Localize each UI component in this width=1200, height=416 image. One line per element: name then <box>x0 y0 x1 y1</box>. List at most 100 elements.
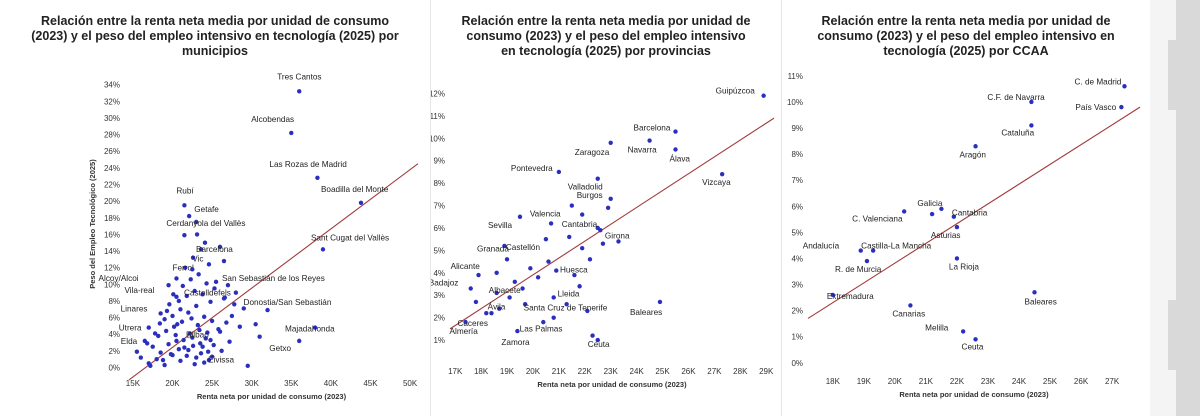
chart-panel-provincias: Relación entre la renta neta media por u… <box>431 0 781 416</box>
y-tick-label: 3% <box>433 291 445 300</box>
y-tick-label: 11% <box>788 72 803 81</box>
data-point <box>179 319 185 324</box>
panel-divider <box>430 0 431 416</box>
data-point <box>197 327 202 333</box>
point-label: Zamora <box>501 338 530 347</box>
data-point <box>157 321 163 326</box>
y-tick-label: 9% <box>791 124 803 133</box>
data-point <box>489 310 494 316</box>
data-point <box>232 302 237 307</box>
data-point <box>973 144 978 149</box>
data-point <box>194 303 199 309</box>
y-tick-label: 8% <box>791 150 803 159</box>
data-point <box>551 295 556 300</box>
x-tick-label: 24K <box>630 367 645 376</box>
data-point <box>148 363 153 369</box>
data-point <box>864 258 870 264</box>
data-point <box>213 279 219 285</box>
data-point <box>182 233 187 238</box>
data-point <box>673 129 678 134</box>
trend-line <box>449 117 775 330</box>
y-tick-label: 24% <box>104 164 120 173</box>
data-point <box>608 196 613 202</box>
data-point <box>194 355 199 360</box>
data-point <box>198 247 204 252</box>
x-axis-title: Renta neta por unidad de consumo (2023) <box>197 392 347 401</box>
x-tick-label: 23K <box>981 377 996 386</box>
y-tick-label: 6% <box>791 202 803 211</box>
data-point <box>178 358 183 364</box>
chart-title: Relación entre la renta neta media por u… <box>461 14 751 58</box>
y-tick-label: 1% <box>433 336 445 345</box>
point-label: Bilbao <box>186 331 209 340</box>
data-point <box>194 219 199 225</box>
data-point <box>225 282 231 288</box>
point-label: Cantabria <box>562 220 598 229</box>
y-tick-label: 5% <box>791 228 803 237</box>
point-label: Getxo <box>269 344 291 353</box>
point-label: San Sebastián de los Reyes <box>222 274 325 283</box>
point-label: Vila-real <box>124 286 154 295</box>
x-tick-label: 27K <box>1105 377 1120 386</box>
data-point <box>870 248 876 253</box>
data-point <box>163 328 169 334</box>
data-point <box>237 324 243 329</box>
data-point <box>494 290 499 296</box>
y-tick-label: 11% <box>431 112 445 121</box>
x-tick-label: 26K <box>1074 377 1089 386</box>
point-label: Alcoy/Alcoi <box>99 274 139 283</box>
point-label: Las Palmas <box>520 325 563 334</box>
data-point <box>315 175 320 181</box>
data-point <box>468 286 473 291</box>
x-tick-label: 25K <box>205 379 220 388</box>
point-label: Girona <box>605 232 630 241</box>
data-point <box>200 344 205 349</box>
data-point <box>173 332 178 338</box>
x-tick-label: 25K <box>1043 377 1058 386</box>
data-point <box>590 333 595 338</box>
trend-line <box>128 163 419 381</box>
data-point <box>520 286 525 291</box>
data-point <box>567 234 572 240</box>
data-point <box>203 336 208 341</box>
data-point <box>164 308 170 314</box>
point-label: Donostia/San Sebastián <box>244 298 332 307</box>
y-tick-label: 5% <box>433 246 445 255</box>
point-label: Burgos <box>577 191 603 200</box>
x-tick-label: 20K <box>526 367 541 376</box>
y-tick-label: 8% <box>108 297 120 306</box>
point-label: Galicia <box>917 199 942 208</box>
data-point <box>954 224 960 230</box>
data-point <box>195 322 201 328</box>
x-tick-label: 22K <box>950 377 965 386</box>
scatter-chart-ccaa: 0% 1% 2% 3% 4% 5% 6% 7% 8% 9% 10% 11% 18K 19K 20K 21K 22… <box>787 72 1141 399</box>
data-point <box>522 301 528 307</box>
point-label: Alcobendas <box>251 115 294 124</box>
x-tick-label: 40K <box>324 379 339 388</box>
data-point <box>184 293 189 299</box>
point-label: Extremadura <box>827 292 874 301</box>
point-label: Castelldefels <box>184 288 231 297</box>
panel-divider <box>781 0 782 416</box>
data-point <box>176 347 182 352</box>
data-point <box>201 314 207 319</box>
x-tick-label: 17K <box>448 367 463 376</box>
data-point <box>577 284 582 289</box>
point-label: Castilla-La Mancha <box>861 242 932 251</box>
y-tick-label: 9% <box>433 157 445 166</box>
y-tick-label: 6% <box>433 224 445 233</box>
data-point <box>320 247 326 252</box>
x-tick-label: 26K <box>681 367 696 376</box>
point-label: Huesca <box>560 265 588 274</box>
y-tick-label: 26% <box>104 147 120 156</box>
point-label: Lleida <box>558 289 580 298</box>
data-point <box>167 302 172 307</box>
data-point <box>186 310 191 315</box>
data-point <box>134 349 140 354</box>
data-point <box>198 351 204 356</box>
data-point <box>512 279 517 284</box>
scatter-chart-municipios: 0% 2% 4% 6% 8% 10% 12% 14% 16% 18% 20% 22% 24% 26% 28%… <box>88 72 419 401</box>
data-point <box>206 262 212 267</box>
x-axis-title: Renta neta por unidad de consumo (2023) <box>899 390 1049 399</box>
y-tick-label: 4% <box>791 254 803 263</box>
